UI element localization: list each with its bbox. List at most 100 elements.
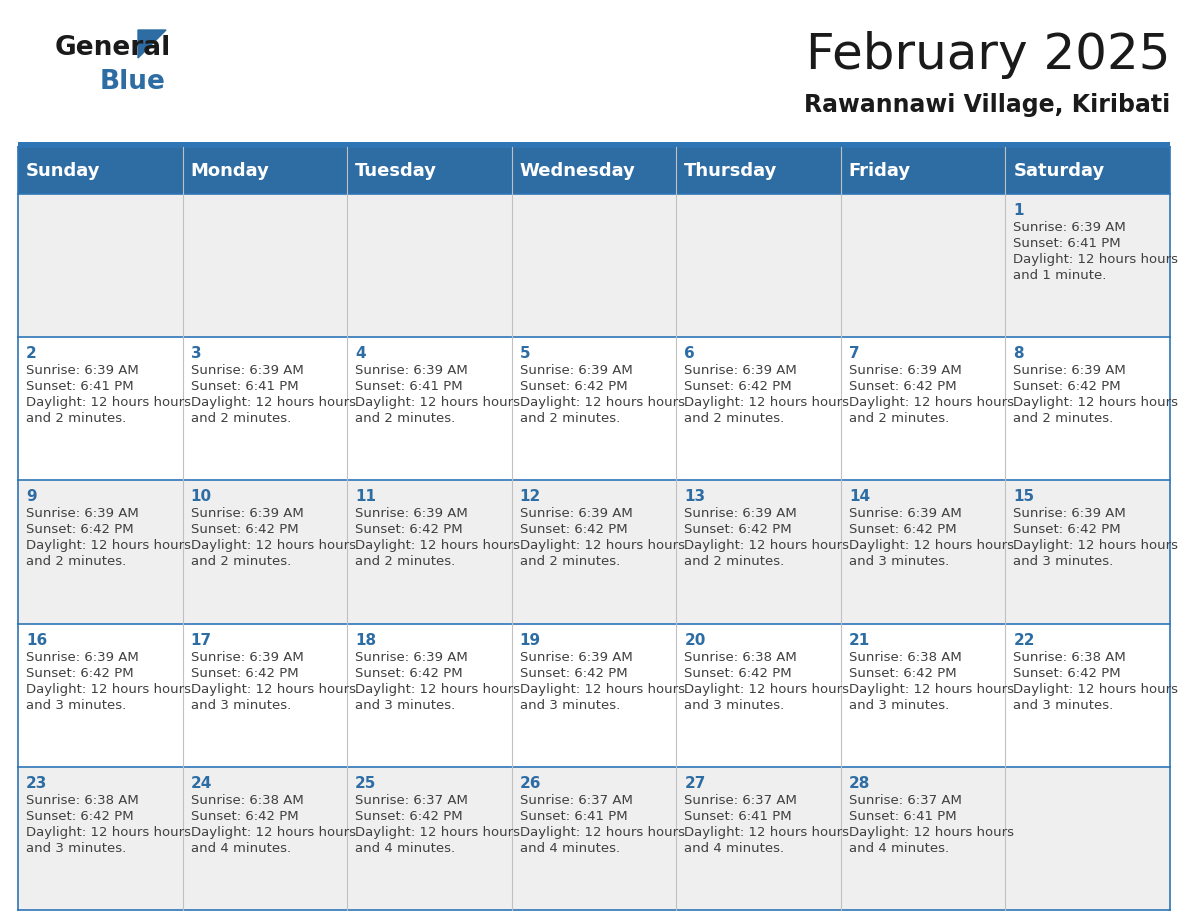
Text: Daylight: 12 hours hours: Daylight: 12 hours hours (355, 397, 520, 409)
Text: Sunset: 6:42 PM: Sunset: 6:42 PM (684, 666, 792, 679)
Text: and 4 minutes.: and 4 minutes. (519, 842, 620, 855)
Text: Sunset: 6:42 PM: Sunset: 6:42 PM (849, 666, 956, 679)
Text: 28: 28 (849, 776, 871, 790)
Text: Sunrise: 6:38 AM: Sunrise: 6:38 AM (849, 651, 961, 664)
Text: Sunset: 6:42 PM: Sunset: 6:42 PM (519, 523, 627, 536)
Text: Sunrise: 6:39 AM: Sunrise: 6:39 AM (1013, 508, 1126, 521)
Bar (18, 142, 1170, 147)
Text: Daylight: 12 hours hours: Daylight: 12 hours hours (190, 683, 355, 696)
Text: 6: 6 (684, 346, 695, 361)
Text: Sunset: 6:42 PM: Sunset: 6:42 PM (355, 523, 463, 536)
Text: Sunset: 6:42 PM: Sunset: 6:42 PM (26, 666, 133, 679)
Text: Blue: Blue (100, 69, 166, 95)
Text: Sunset: 6:41 PM: Sunset: 6:41 PM (1013, 237, 1121, 250)
Text: Monday: Monday (190, 162, 270, 180)
Text: Daylight: 12 hours hours: Daylight: 12 hours hours (355, 683, 520, 696)
Text: Sunset: 6:42 PM: Sunset: 6:42 PM (1013, 523, 1121, 536)
Text: 20: 20 (684, 633, 706, 647)
Text: Friday: Friday (849, 162, 911, 180)
Text: Sunset: 6:42 PM: Sunset: 6:42 PM (849, 523, 956, 536)
Text: and 2 minutes.: and 2 minutes. (519, 412, 620, 425)
Text: Rawannawi Village, Kiribati: Rawannawi Village, Kiribati (804, 93, 1170, 117)
Text: and 2 minutes.: and 2 minutes. (519, 555, 620, 568)
Text: 26: 26 (519, 776, 542, 790)
Bar (18, 767, 1170, 910)
Text: Sunrise: 6:39 AM: Sunrise: 6:39 AM (355, 364, 468, 377)
Text: Daylight: 12 hours hours: Daylight: 12 hours hours (684, 826, 849, 839)
Text: Sunrise: 6:39 AM: Sunrise: 6:39 AM (190, 364, 303, 377)
Text: 5: 5 (519, 346, 530, 361)
Text: 19: 19 (519, 633, 541, 647)
Text: Sunrise: 6:38 AM: Sunrise: 6:38 AM (190, 794, 303, 807)
Text: Sunset: 6:42 PM: Sunset: 6:42 PM (849, 380, 956, 393)
Text: Sunset: 6:42 PM: Sunset: 6:42 PM (355, 810, 463, 823)
Text: Thursday: Thursday (684, 162, 778, 180)
Text: Sunrise: 6:39 AM: Sunrise: 6:39 AM (1013, 364, 1126, 377)
Text: Daylight: 12 hours hours: Daylight: 12 hours hours (190, 397, 355, 409)
Text: Daylight: 12 hours hours: Daylight: 12 hours hours (1013, 253, 1178, 266)
Text: Daylight: 12 hours hours: Daylight: 12 hours hours (26, 683, 191, 696)
Text: 3: 3 (190, 346, 201, 361)
Text: Sunrise: 6:39 AM: Sunrise: 6:39 AM (519, 651, 632, 664)
Text: 12: 12 (519, 489, 541, 504)
Bar (18, 480, 1170, 623)
Text: and 2 minutes.: and 2 minutes. (684, 555, 784, 568)
Text: and 4 minutes.: and 4 minutes. (849, 842, 949, 855)
Bar (18, 147, 1170, 194)
Bar (18, 194, 1170, 337)
Text: Daylight: 12 hours hours: Daylight: 12 hours hours (519, 540, 684, 553)
Text: Sunrise: 6:38 AM: Sunrise: 6:38 AM (1013, 651, 1126, 664)
Text: Daylight: 12 hours hours: Daylight: 12 hours hours (849, 397, 1013, 409)
Text: Sunset: 6:42 PM: Sunset: 6:42 PM (684, 523, 792, 536)
Text: Daylight: 12 hours hours: Daylight: 12 hours hours (26, 826, 191, 839)
Text: 15: 15 (1013, 489, 1035, 504)
Text: and 2 minutes.: and 2 minutes. (1013, 412, 1113, 425)
Text: Sunrise: 6:39 AM: Sunrise: 6:39 AM (519, 508, 632, 521)
Text: Daylight: 12 hours hours: Daylight: 12 hours hours (355, 540, 520, 553)
Text: Sunset: 6:41 PM: Sunset: 6:41 PM (519, 810, 627, 823)
Text: 11: 11 (355, 489, 377, 504)
Text: Sunset: 6:41 PM: Sunset: 6:41 PM (26, 380, 133, 393)
Text: and 3 minutes.: and 3 minutes. (849, 555, 949, 568)
Text: 13: 13 (684, 489, 706, 504)
Text: Sunrise: 6:39 AM: Sunrise: 6:39 AM (190, 651, 303, 664)
Text: Sunrise: 6:37 AM: Sunrise: 6:37 AM (355, 794, 468, 807)
Text: Daylight: 12 hours hours: Daylight: 12 hours hours (849, 683, 1013, 696)
Text: 21: 21 (849, 633, 870, 647)
Text: 16: 16 (26, 633, 48, 647)
Text: Sunrise: 6:39 AM: Sunrise: 6:39 AM (849, 364, 961, 377)
Text: Sunset: 6:41 PM: Sunset: 6:41 PM (849, 810, 956, 823)
Text: Sunrise: 6:39 AM: Sunrise: 6:39 AM (684, 508, 797, 521)
Text: Sunday: Sunday (26, 162, 101, 180)
Text: Daylight: 12 hours hours: Daylight: 12 hours hours (849, 540, 1013, 553)
Text: Daylight: 12 hours hours: Daylight: 12 hours hours (684, 683, 849, 696)
Text: Sunrise: 6:38 AM: Sunrise: 6:38 AM (26, 794, 139, 807)
Text: 9: 9 (26, 489, 37, 504)
Text: and 3 minutes.: and 3 minutes. (190, 699, 291, 711)
Text: Tuesday: Tuesday (355, 162, 437, 180)
Text: 7: 7 (849, 346, 859, 361)
Text: 27: 27 (684, 776, 706, 790)
Text: Sunset: 6:42 PM: Sunset: 6:42 PM (355, 666, 463, 679)
Text: and 3 minutes.: and 3 minutes. (1013, 699, 1113, 711)
Text: Daylight: 12 hours hours: Daylight: 12 hours hours (519, 826, 684, 839)
Text: Daylight: 12 hours hours: Daylight: 12 hours hours (1013, 683, 1178, 696)
Text: Sunset: 6:42 PM: Sunset: 6:42 PM (684, 380, 792, 393)
Text: Sunset: 6:41 PM: Sunset: 6:41 PM (190, 380, 298, 393)
Text: Sunrise: 6:39 AM: Sunrise: 6:39 AM (26, 364, 139, 377)
Text: and 3 minutes.: and 3 minutes. (26, 699, 126, 711)
Text: Sunrise: 6:39 AM: Sunrise: 6:39 AM (1013, 221, 1126, 234)
Text: 1: 1 (1013, 203, 1024, 218)
Text: 10: 10 (190, 489, 211, 504)
Text: Sunset: 6:42 PM: Sunset: 6:42 PM (190, 523, 298, 536)
Text: 17: 17 (190, 633, 211, 647)
Text: Sunset: 6:42 PM: Sunset: 6:42 PM (190, 810, 298, 823)
Text: General: General (55, 35, 171, 61)
Text: Sunrise: 6:39 AM: Sunrise: 6:39 AM (519, 364, 632, 377)
Text: and 2 minutes.: and 2 minutes. (26, 555, 126, 568)
Text: Sunset: 6:42 PM: Sunset: 6:42 PM (26, 523, 133, 536)
Text: Sunrise: 6:39 AM: Sunrise: 6:39 AM (684, 364, 797, 377)
Text: 23: 23 (26, 776, 48, 790)
Text: Sunrise: 6:39 AM: Sunrise: 6:39 AM (355, 651, 468, 664)
Text: Sunset: 6:41 PM: Sunset: 6:41 PM (355, 380, 463, 393)
